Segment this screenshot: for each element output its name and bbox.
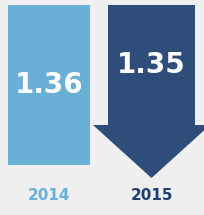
Text: 2015: 2015: [130, 187, 173, 203]
Bar: [108, 5, 195, 125]
Text: 1.35: 1.35: [117, 51, 186, 79]
Text: 2014: 2014: [28, 187, 70, 203]
Text: 1.36: 1.36: [15, 71, 83, 99]
Bar: [8, 5, 90, 165]
Polygon shape: [93, 125, 204, 178]
